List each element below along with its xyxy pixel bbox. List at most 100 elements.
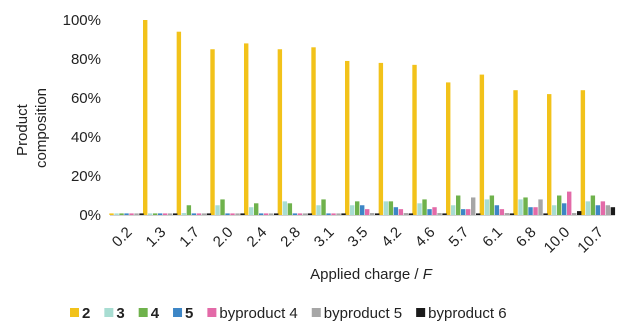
bar (552, 205, 557, 215)
bar (274, 213, 279, 215)
bar (297, 213, 303, 215)
bar (235, 213, 240, 215)
bar (307, 213, 313, 215)
bar (230, 213, 235, 215)
bar (476, 213, 481, 215)
bar (572, 213, 577, 215)
bar (461, 209, 466, 215)
bar (398, 209, 404, 215)
legend-swatch (70, 308, 79, 317)
y-tick-label: 100% (63, 12, 101, 29)
legend-item: 3 (104, 305, 125, 322)
bar (432, 207, 437, 215)
y-axis-title-line-2: composition (33, 88, 50, 168)
bar (173, 213, 178, 215)
bar (124, 213, 129, 215)
legend-item: byproduct 6 (416, 305, 507, 322)
y-tick-label: 60% (71, 90, 101, 107)
bar (206, 213, 212, 215)
bar (504, 213, 510, 215)
legend-item: 4 (138, 305, 160, 322)
bar (427, 209, 432, 215)
x-tick-label: 10.7 (574, 224, 607, 257)
bar (562, 203, 567, 215)
plot-area (109, 20, 616, 216)
bar (196, 213, 202, 215)
bar (220, 199, 225, 215)
legend-label: 4 (151, 305, 160, 322)
bar (533, 207, 538, 215)
bar (119, 213, 124, 215)
bar (585, 201, 591, 215)
bar (412, 64, 417, 215)
bar (577, 211, 582, 215)
bar (109, 213, 114, 215)
bar (600, 201, 606, 215)
bar (287, 203, 293, 215)
y-axis-title-line-1: Product (14, 103, 31, 156)
bar (590, 195, 596, 215)
x-tick-label: 2.4 (244, 224, 271, 251)
bar (466, 209, 471, 215)
series-byproduct-4 (129, 191, 606, 215)
bar (244, 43, 249, 216)
x-tick-label: 6.8 (513, 224, 540, 251)
legend-item: byproduct 4 (207, 305, 298, 322)
x-axis-title-unit: F (423, 266, 433, 283)
bar (567, 191, 572, 215)
bar (168, 213, 173, 215)
legend-swatch (416, 308, 426, 317)
bar (365, 209, 370, 215)
x-tick-label: 10.0 (541, 224, 574, 257)
bar (417, 203, 422, 215)
bar (388, 201, 394, 215)
y-axis-title: Product composition (14, 88, 50, 168)
legend-swatch (104, 308, 114, 317)
bar (494, 205, 500, 215)
legend-swatch (173, 308, 183, 317)
bar (513, 90, 518, 215)
x-tick-label: 1.3 (143, 224, 170, 251)
bar (191, 213, 197, 215)
bar (345, 60, 350, 216)
bar (277, 49, 283, 215)
bar (408, 213, 414, 215)
x-tick-label: 0.2 (109, 224, 136, 251)
bar (605, 205, 611, 215)
bar (264, 213, 269, 215)
bar (210, 49, 215, 215)
series-5 (124, 203, 601, 215)
series-4 (119, 195, 596, 215)
bar (422, 199, 427, 215)
bar (331, 213, 336, 215)
bar (311, 47, 316, 215)
legend-label: 5 (185, 305, 193, 322)
bar (259, 213, 264, 215)
x-axis: 0.2 1.3 1.7 2.0 2.4 2.8 3.1 3.5 4.2 4.6 5.7 6.1 6.8 1… (109, 215, 615, 257)
bar (557, 195, 562, 215)
x-axis-title: Applied charge / F (310, 266, 433, 283)
bar (442, 213, 447, 215)
legend-label: byproduct 4 (219, 305, 297, 322)
series-byproduct-5 (134, 197, 611, 215)
bar (302, 213, 308, 215)
y-tick-label: 0% (79, 207, 101, 224)
y-tick-label: 80% (71, 51, 101, 68)
bar (518, 199, 523, 215)
bar (240, 213, 245, 215)
bar (383, 201, 389, 215)
bar (139, 213, 144, 215)
y-tick-label: 20% (71, 168, 101, 185)
legend-swatch (138, 308, 148, 317)
x-tick-label: 2.8 (277, 224, 304, 251)
bar (543, 213, 548, 215)
bar (451, 205, 456, 215)
legend-label: 3 (116, 305, 124, 322)
bar (499, 209, 505, 215)
bar (249, 207, 254, 215)
bar (341, 213, 346, 215)
series-3 (114, 199, 591, 215)
bar (254, 203, 259, 215)
